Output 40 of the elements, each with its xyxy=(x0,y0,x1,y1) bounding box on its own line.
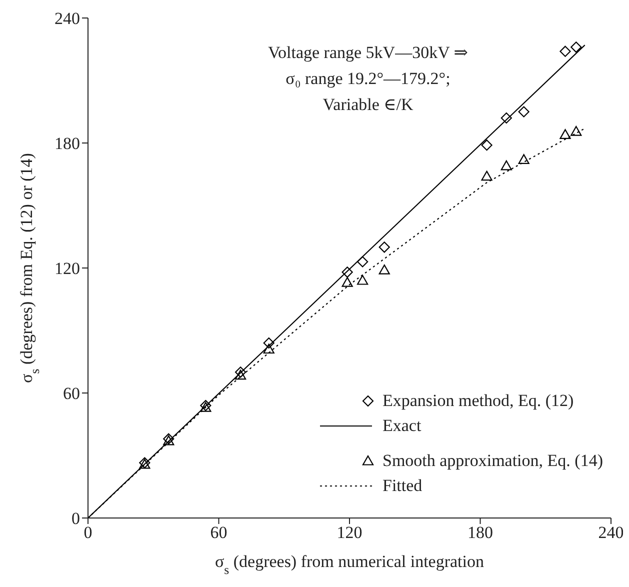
legend-label: Exact xyxy=(382,416,422,436)
x-tick-label: 0 xyxy=(84,523,92,542)
point xyxy=(263,337,274,349)
y-tick-label: 0 xyxy=(72,509,80,528)
point xyxy=(500,160,512,170)
point xyxy=(518,106,530,118)
point xyxy=(342,277,353,287)
y-tick-label: 60 xyxy=(63,384,80,404)
point xyxy=(357,274,368,285)
point xyxy=(378,264,390,274)
point xyxy=(560,129,571,139)
x-axis-title: σ$_{s}$ (degrees) from numerical integration xyxy=(214,552,485,577)
point xyxy=(200,400,212,412)
x-tick-label: 60 xyxy=(210,523,228,542)
legend-label: Expansion method, Eq. (12) xyxy=(382,390,574,410)
point xyxy=(570,126,582,136)
legend-label: Smooth approximation, Eq. (14) xyxy=(382,450,603,470)
y-tick-label: 180 xyxy=(54,134,80,154)
point xyxy=(570,42,582,53)
point xyxy=(481,170,492,181)
point xyxy=(560,46,571,57)
point xyxy=(357,256,368,268)
annotation: σ₀ range 19.2°—179.2°; xyxy=(284,68,452,90)
y-tick-label: 120 xyxy=(54,259,80,278)
point xyxy=(234,370,246,380)
point xyxy=(378,242,390,253)
point xyxy=(481,140,492,151)
point xyxy=(263,344,274,354)
x-tick-label: 120 xyxy=(336,523,362,542)
annotation: Variable ∈/K xyxy=(322,94,414,116)
annotation: Voltage range 5kV—30kV ⇒ xyxy=(266,42,470,64)
point xyxy=(518,154,530,164)
y-tick-label: 240 xyxy=(54,9,80,28)
point xyxy=(200,402,212,412)
point xyxy=(234,366,246,378)
x-tick-label: 240 xyxy=(598,523,624,542)
point xyxy=(342,266,353,278)
point xyxy=(500,112,512,124)
x-tick-label: 180 xyxy=(468,523,493,542)
legend-label: Fitted xyxy=(382,476,422,496)
